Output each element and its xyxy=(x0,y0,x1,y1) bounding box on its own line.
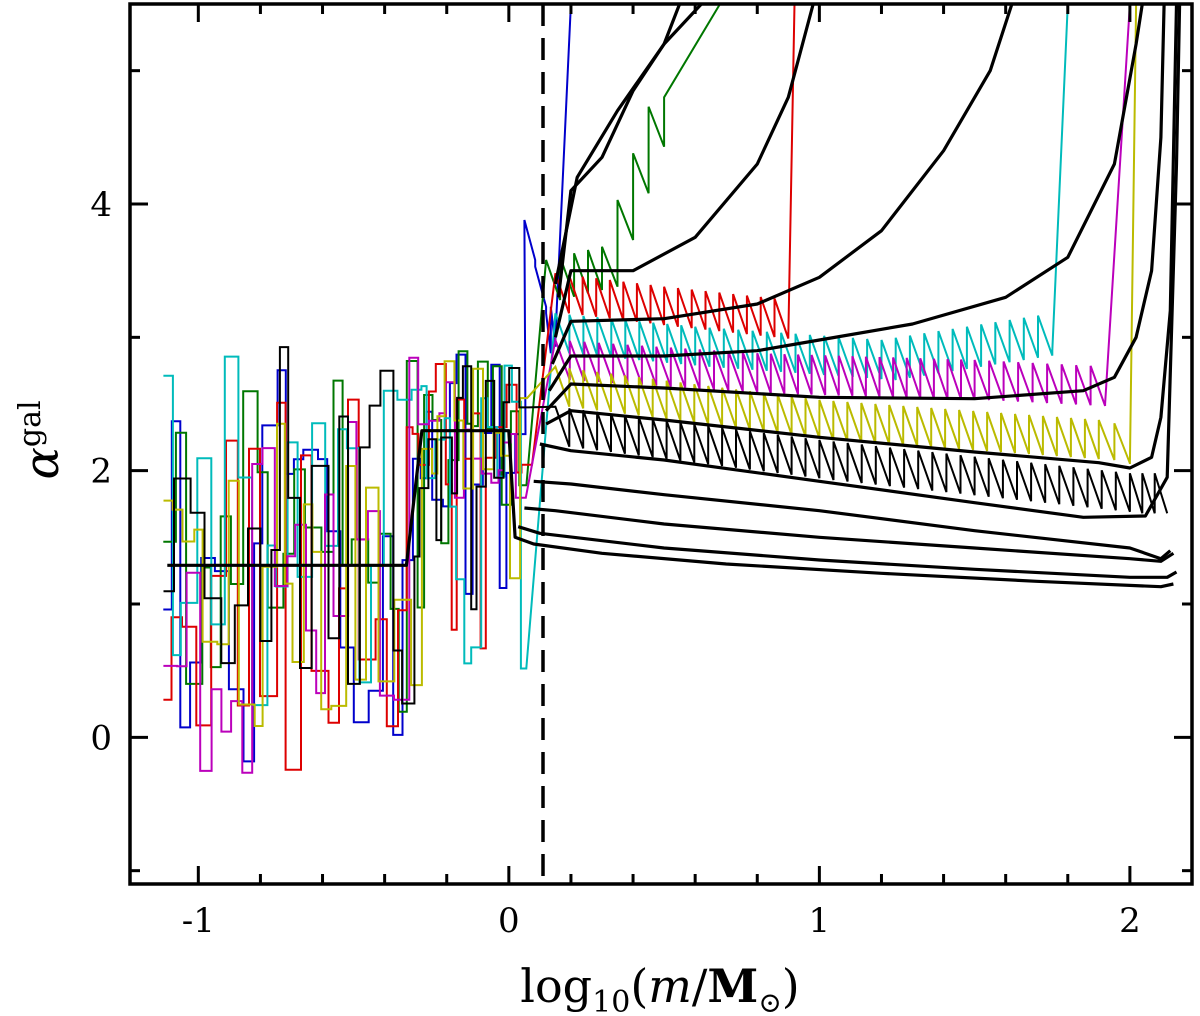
black-curves-layer xyxy=(167,4,1182,589)
ticks-layer xyxy=(130,4,1192,884)
black-curve xyxy=(547,4,1144,392)
black-curve xyxy=(533,479,1172,561)
x-tick-labels: -1 0 1 2 xyxy=(182,901,1141,941)
y-axis-label: αgal xyxy=(13,400,70,479)
black-curve xyxy=(167,429,1174,589)
black-curve xyxy=(544,4,1166,412)
colored-series-line xyxy=(163,4,572,763)
y-tick-label: 2 xyxy=(90,452,112,492)
black-curve xyxy=(556,4,703,298)
x-tick-label: -1 xyxy=(182,901,215,941)
black-curve xyxy=(517,525,1178,579)
x-tick-label: 2 xyxy=(1119,901,1141,941)
colored-series-line xyxy=(163,4,1138,727)
black-curve xyxy=(553,4,815,338)
black-curve xyxy=(550,4,1014,365)
y-tick-labels: 0 2 4 xyxy=(90,185,112,758)
colored-series-line xyxy=(163,4,1131,774)
colored-series-line xyxy=(163,346,1169,705)
plot-frame xyxy=(128,2,1194,886)
x-tick-label: 1 xyxy=(809,901,831,941)
series-layer xyxy=(163,4,1169,774)
y-tick-label: 0 xyxy=(90,718,112,758)
x-tick-label: 0 xyxy=(498,901,520,941)
black-curve xyxy=(545,4,1179,470)
x-axis-label: log10(m/M⊙) xyxy=(520,959,799,1016)
black-curve xyxy=(539,4,1182,519)
y-tick-label: 4 xyxy=(90,185,112,225)
black-curve xyxy=(524,506,1175,563)
black-curve xyxy=(553,4,682,285)
